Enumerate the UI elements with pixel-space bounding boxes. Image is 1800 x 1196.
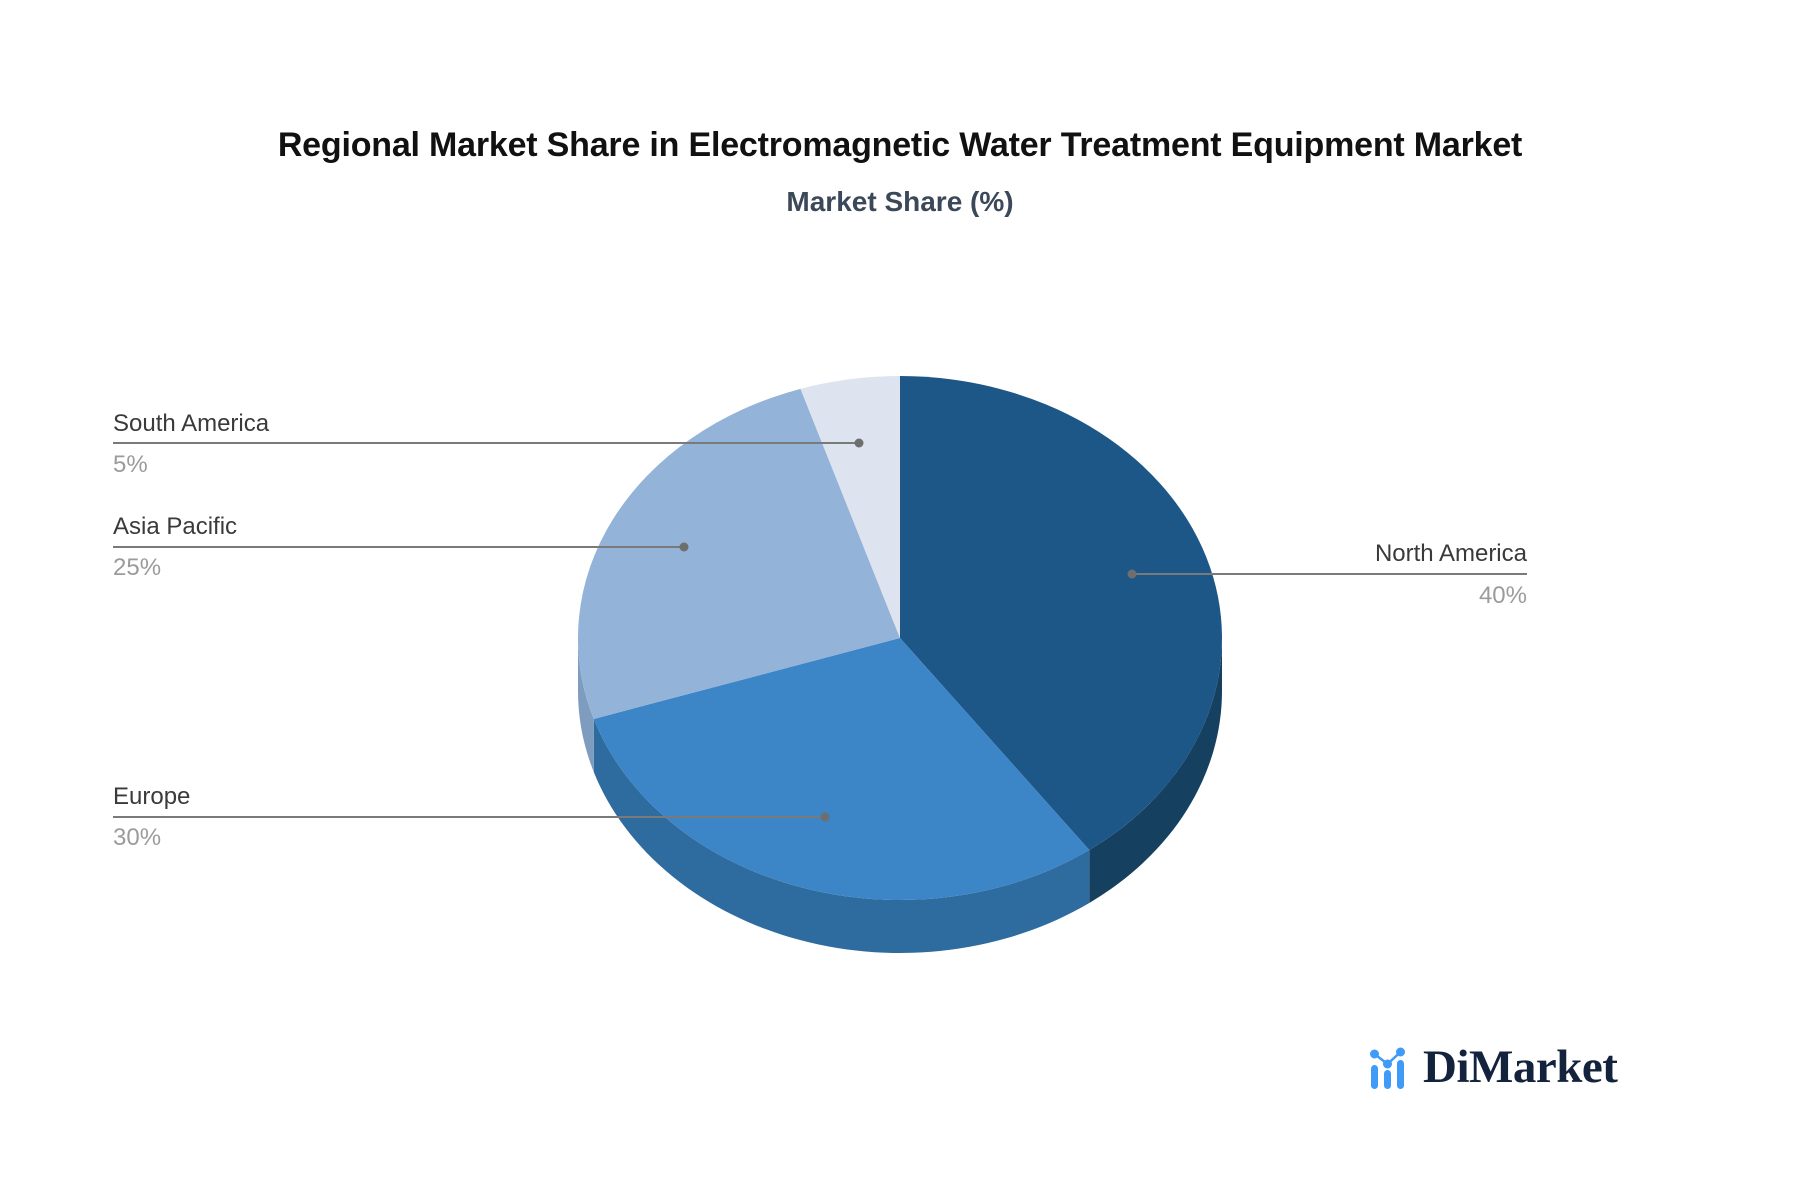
logo-bar-1 bbox=[1384, 1069, 1391, 1089]
chart-subtitle: Market Share (%) bbox=[786, 186, 1014, 217]
callout-dot-south-america bbox=[854, 438, 864, 448]
pie-slice-side-north-america bbox=[1089, 638, 1222, 903]
callout-label-north-america: North America bbox=[1374, 540, 1527, 567]
pie-slice-europe bbox=[593, 638, 1090, 900]
pie-slice-north-america bbox=[900, 376, 1222, 850]
callout-value-north-america: 40% bbox=[1478, 582, 1527, 609]
callout-label-south-america: South America bbox=[113, 410, 270, 437]
pie-slice-side-europe bbox=[593, 718, 1090, 953]
pie-slice-south-america bbox=[800, 376, 900, 638]
logo-dot-2 bbox=[1396, 1047, 1405, 1056]
callout-dot-asia-pacific bbox=[679, 542, 689, 552]
callout-dot-north-america bbox=[1127, 569, 1137, 579]
brand-logo-text: DiMarket bbox=[1423, 1041, 1618, 1093]
pie-slice-asia-pacific bbox=[578, 388, 900, 719]
logo-bar-2 bbox=[1397, 1059, 1404, 1089]
callout-dot-europe bbox=[820, 812, 830, 822]
callout-value-asia-pacific: 25% bbox=[113, 554, 162, 581]
callout-value-south-america: 5% bbox=[113, 451, 148, 478]
logo-bar-0 bbox=[1371, 1064, 1378, 1089]
logo-dot-0 bbox=[1370, 1049, 1379, 1058]
brand-logo: DiMarket bbox=[1366, 1041, 1618, 1093]
bar-line-chart-icon bbox=[1370, 1047, 1405, 1089]
callout-value-europe: 30% bbox=[113, 824, 162, 851]
callout-label-asia-pacific: Asia Pacific bbox=[113, 513, 238, 540]
logo-dot-1 bbox=[1383, 1059, 1392, 1068]
chart-title: Regional Market Share in Electromagnetic… bbox=[277, 126, 1523, 164]
pie-slice-side-asia-pacific bbox=[578, 638, 594, 772]
callout-label-europe: Europe bbox=[113, 783, 191, 810]
